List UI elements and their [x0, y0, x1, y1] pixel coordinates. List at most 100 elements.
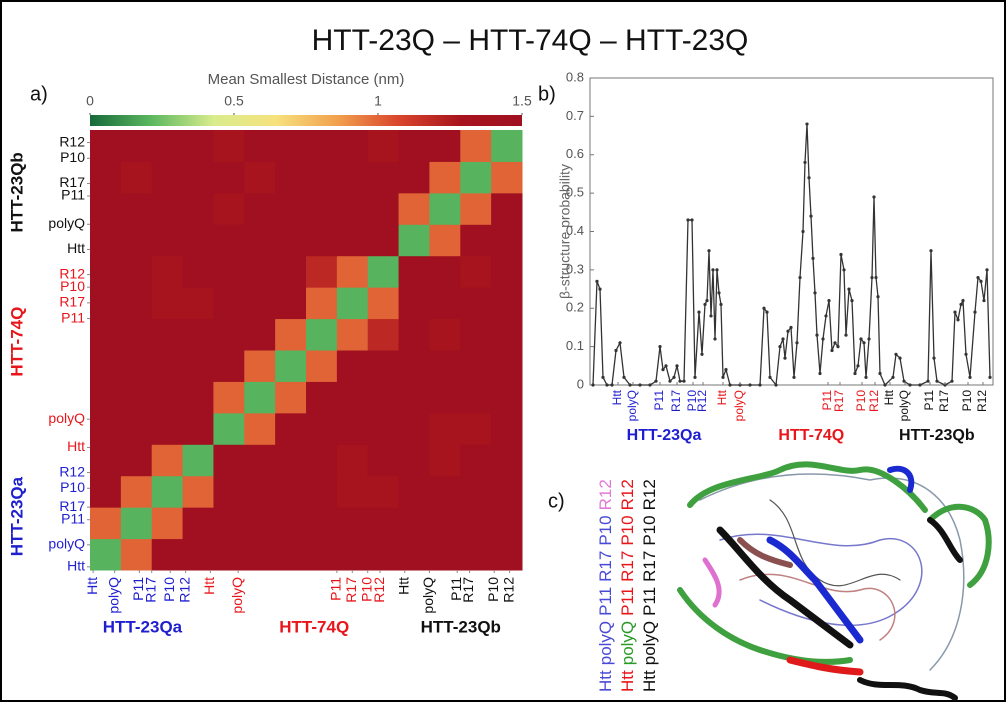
- heatmap-cell: [306, 161, 338, 194]
- x-tick-label: P10: [854, 390, 868, 412]
- y-axis-label: β-structure probability: [557, 164, 573, 299]
- colorbar-tick-label: 1: [374, 93, 382, 109]
- heatmap-cell: [120, 507, 153, 540]
- heatmap-cell: [213, 538, 245, 571]
- heatmap-cell: [429, 507, 461, 540]
- heatmap-cell: [120, 318, 153, 351]
- data-point: [935, 379, 939, 383]
- heatmap-cell: [398, 538, 430, 571]
- heatmap-cell: [213, 130, 245, 162]
- heatmap-cell: [336, 255, 369, 288]
- data-point: [598, 287, 602, 291]
- heatmap-cell: [182, 475, 214, 508]
- data-point: [762, 306, 766, 310]
- heatmap-cell: [306, 224, 338, 257]
- data-point: [929, 249, 933, 253]
- data-point: [789, 325, 793, 330]
- legend-word: P11: [596, 587, 615, 616]
- heatmap-cell: [151, 130, 184, 162]
- data-point: [690, 218, 694, 222]
- heatmap-cell: [460, 287, 492, 320]
- y-tick-label: polyQ: [48, 536, 85, 552]
- heatmap-cell: [491, 350, 523, 382]
- heatmap-cell: [306, 381, 338, 414]
- panel-label: a): [30, 83, 48, 105]
- heatmap-cell: [90, 192, 122, 225]
- heatmap-cell: [429, 130, 461, 162]
- legend-word: R12: [640, 479, 659, 510]
- data-point: [715, 268, 719, 272]
- group-label: HTT-23Qb: [7, 152, 26, 232]
- data-point: [803, 160, 807, 165]
- data-point: [768, 375, 772, 379]
- group-label: HTT-23Qb: [421, 617, 501, 636]
- data-point: [618, 341, 622, 345]
- data-point: [717, 291, 721, 295]
- data-point: [700, 352, 704, 356]
- heatmap-cell: [213, 192, 245, 225]
- heatmap-cell: [90, 444, 122, 477]
- heatmap-cell: [151, 412, 184, 445]
- data-point: [864, 375, 868, 379]
- heatmap-cell: [244, 255, 276, 288]
- y-tick-label: R17: [59, 498, 85, 514]
- heatmap-cell: [275, 161, 307, 194]
- heatmap-cell: [182, 318, 214, 351]
- heatmap-cell: [336, 412, 369, 445]
- group-label: HTT-74Q: [778, 427, 844, 444]
- heatmap-cell: [90, 224, 122, 257]
- colorbar: [90, 115, 522, 126]
- data-point: [648, 383, 652, 387]
- heatmap-cell: [275, 538, 307, 571]
- heatmap-cell: [336, 475, 369, 508]
- heatmap-cell: [182, 444, 214, 477]
- heatmap-cell: [367, 350, 400, 382]
- heatmap-cell: [244, 538, 276, 571]
- data-point: [661, 368, 665, 372]
- legend-word: Htt: [640, 670, 659, 692]
- y-tick-label: R12: [59, 463, 85, 479]
- data-point: [856, 364, 860, 368]
- heatmap-cell: [213, 255, 245, 288]
- y-tick-label: P10: [60, 149, 85, 165]
- data-point: [786, 329, 790, 333]
- data-point: [610, 383, 614, 387]
- heatmap-cell: [306, 192, 338, 225]
- data-point: [713, 337, 717, 341]
- data-point: [811, 256, 815, 260]
- heatmap-cell: [151, 475, 184, 508]
- legend-word: P10: [640, 515, 659, 545]
- data-point: [894, 352, 898, 356]
- heatmap-cell: [120, 224, 153, 257]
- heatmap-cell: [306, 350, 338, 382]
- heatmap-cell: [306, 475, 338, 508]
- data-point: [878, 371, 882, 376]
- heatmap-cell: [182, 130, 214, 162]
- data-point: [721, 375, 725, 379]
- heatmap-cell: [491, 287, 523, 320]
- heatmap-cell: [491, 192, 523, 225]
- heatmap-cell: [213, 161, 245, 194]
- heatmap-cell: [244, 444, 276, 477]
- heatmap-cell: [398, 381, 430, 414]
- legend-word: R17: [618, 551, 637, 582]
- heatmap-cell: [151, 538, 184, 571]
- panel-label: b): [538, 83, 556, 105]
- heatmap-cell: [213, 412, 245, 445]
- heatmap-cell: [120, 381, 153, 414]
- heatmap-cell: [491, 318, 523, 351]
- x-tick-label: R17: [142, 577, 158, 603]
- data-point: [818, 371, 822, 376]
- data-point: [654, 379, 658, 383]
- y-tick-label: P10: [60, 479, 85, 495]
- heatmap-cell: [367, 161, 400, 194]
- heatmap-cell: [429, 318, 461, 351]
- data-point: [765, 310, 769, 314]
- heatmap-cell: [151, 381, 184, 414]
- heatmap-cell: [182, 224, 214, 257]
- legend-word: R12: [596, 479, 615, 510]
- heatmap-cell: [120, 475, 153, 508]
- heatmap-cell: [244, 287, 276, 320]
- colorbar-title: Mean Smallest Distance (nm): [208, 71, 405, 88]
- data-point: [682, 379, 686, 383]
